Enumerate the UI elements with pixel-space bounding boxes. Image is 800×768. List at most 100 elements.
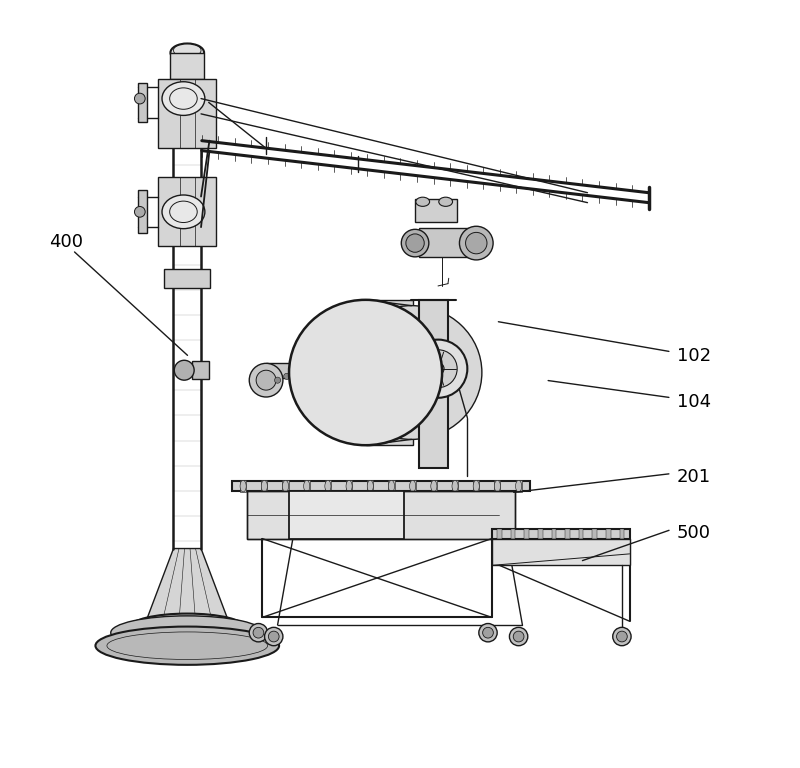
Ellipse shape <box>374 367 385 378</box>
Ellipse shape <box>293 376 299 382</box>
Ellipse shape <box>268 631 279 642</box>
Ellipse shape <box>389 481 394 492</box>
Text: 400: 400 <box>50 233 83 251</box>
Bar <box>566 529 570 538</box>
Ellipse shape <box>360 354 371 365</box>
Bar <box>510 529 515 538</box>
Ellipse shape <box>367 481 374 492</box>
Ellipse shape <box>402 230 429 257</box>
Bar <box>138 83 146 121</box>
Ellipse shape <box>338 380 345 386</box>
Ellipse shape <box>174 360 194 380</box>
Bar <box>430 481 437 492</box>
Ellipse shape <box>250 624 268 642</box>
Ellipse shape <box>293 359 316 382</box>
Ellipse shape <box>514 631 524 642</box>
Bar <box>620 529 624 538</box>
Ellipse shape <box>302 381 308 387</box>
Bar <box>415 200 457 223</box>
Ellipse shape <box>134 93 145 104</box>
Ellipse shape <box>438 197 453 207</box>
Ellipse shape <box>510 627 528 646</box>
Bar <box>266 362 335 378</box>
Bar <box>170 53 204 79</box>
Ellipse shape <box>433 362 444 375</box>
Bar <box>325 481 331 492</box>
Ellipse shape <box>360 380 371 391</box>
Bar <box>579 529 583 538</box>
Bar <box>240 481 246 492</box>
Ellipse shape <box>162 195 205 229</box>
Bar <box>366 300 413 445</box>
Polygon shape <box>147 548 227 617</box>
Bar <box>138 190 146 233</box>
Ellipse shape <box>311 378 318 384</box>
Bar <box>452 481 458 492</box>
Ellipse shape <box>406 234 424 252</box>
Ellipse shape <box>482 627 494 638</box>
Bar <box>492 529 630 538</box>
Bar <box>515 481 522 492</box>
Bar <box>410 481 416 492</box>
Bar <box>593 529 597 538</box>
Text: 500: 500 <box>677 525 711 542</box>
Bar <box>247 491 514 538</box>
Bar <box>192 361 209 379</box>
Ellipse shape <box>250 363 283 397</box>
Bar <box>494 481 501 492</box>
Bar <box>389 481 394 492</box>
Ellipse shape <box>262 481 267 492</box>
Bar <box>247 491 514 538</box>
Bar <box>232 482 530 491</box>
Ellipse shape <box>473 481 479 492</box>
Bar <box>497 529 502 538</box>
Ellipse shape <box>466 233 487 253</box>
Ellipse shape <box>282 481 289 492</box>
Bar <box>473 481 479 492</box>
Ellipse shape <box>289 300 442 445</box>
Bar <box>419 300 448 468</box>
Ellipse shape <box>162 81 205 115</box>
Ellipse shape <box>617 631 627 642</box>
Ellipse shape <box>321 373 326 379</box>
Ellipse shape <box>316 326 415 420</box>
Ellipse shape <box>170 44 204 62</box>
Ellipse shape <box>410 481 416 492</box>
Ellipse shape <box>240 481 246 492</box>
Bar <box>282 481 289 492</box>
Text: 104: 104 <box>677 392 711 411</box>
Ellipse shape <box>298 364 310 376</box>
Ellipse shape <box>335 343 396 402</box>
Bar <box>346 481 352 492</box>
Ellipse shape <box>284 373 290 379</box>
Ellipse shape <box>613 627 631 646</box>
Ellipse shape <box>346 481 352 492</box>
Ellipse shape <box>274 377 281 383</box>
Bar <box>262 481 267 492</box>
Ellipse shape <box>494 481 501 492</box>
Ellipse shape <box>515 481 522 492</box>
Ellipse shape <box>325 481 331 492</box>
Ellipse shape <box>256 370 276 390</box>
Text: 201: 201 <box>677 468 711 486</box>
Ellipse shape <box>304 481 310 492</box>
Bar <box>492 538 630 565</box>
Bar <box>524 529 529 538</box>
Bar <box>158 79 216 148</box>
Ellipse shape <box>459 227 493 260</box>
Bar <box>289 491 404 538</box>
Ellipse shape <box>409 339 467 398</box>
Bar <box>304 481 310 492</box>
Ellipse shape <box>416 197 430 207</box>
Ellipse shape <box>419 349 457 388</box>
Bar <box>367 481 374 492</box>
Ellipse shape <box>253 627 264 638</box>
Ellipse shape <box>430 481 437 492</box>
Ellipse shape <box>346 367 357 378</box>
Ellipse shape <box>452 481 458 492</box>
Ellipse shape <box>479 624 497 642</box>
Bar <box>419 228 473 257</box>
Text: 102: 102 <box>677 346 711 365</box>
Bar <box>551 529 556 538</box>
Ellipse shape <box>130 614 245 641</box>
